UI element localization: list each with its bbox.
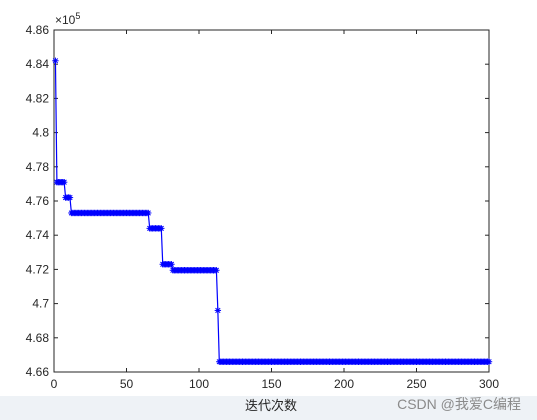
- y-tick-label: 4.86: [26, 23, 50, 37]
- x-tick-label: 300: [479, 377, 499, 391]
- y-tick-label: 4.8: [32, 126, 49, 140]
- data-point: [66, 194, 74, 201]
- watermark: CSDN @我爱C编程: [397, 396, 521, 412]
- y-exponent-label: ×105: [55, 11, 80, 27]
- x-tick-label: 50: [120, 377, 134, 391]
- y-tick-label: 4.78: [26, 160, 50, 174]
- x-tick-label: 250: [406, 377, 426, 391]
- data-point: [158, 225, 165, 232]
- data-point: [145, 209, 152, 217]
- data-point: [214, 307, 222, 314]
- bottom-band: [0, 396, 537, 420]
- data-point: [168, 261, 175, 268]
- data-point: [485, 358, 493, 365]
- x-tick-label: 200: [334, 377, 354, 391]
- y-axis: 4.66 4.68 4.7 4.72 4.74 4.76 4.78 4.8 4.82 4.84 4.…: [26, 23, 489, 379]
- y-tick-label: 4.72: [26, 262, 50, 276]
- data-point: [52, 57, 59, 64]
- y-tick-label: 4.68: [26, 331, 50, 345]
- data-point: [60, 178, 68, 186]
- series-0: [52, 57, 493, 365]
- y-tick-label: 4.76: [26, 194, 50, 208]
- y-tick-label: 4.82: [26, 91, 50, 105]
- x-axis-label: 迭代次数: [245, 398, 297, 413]
- x-tick-label: 100: [189, 377, 209, 391]
- axes-box: [53, 29, 490, 373]
- y-tick-label: 4.84: [26, 57, 50, 71]
- x-tick-label: 150: [261, 377, 281, 391]
- data-point: [213, 267, 220, 274]
- y-tick-label: 4.74: [26, 228, 50, 242]
- y-tick-label: 4.7: [32, 297, 49, 311]
- plot-area: [53, 29, 490, 373]
- x-axis: 0 50 100 150 200 250 300: [51, 30, 499, 391]
- y-tick-label: 4.66: [26, 365, 50, 379]
- x-tick-label: 0: [51, 377, 58, 391]
